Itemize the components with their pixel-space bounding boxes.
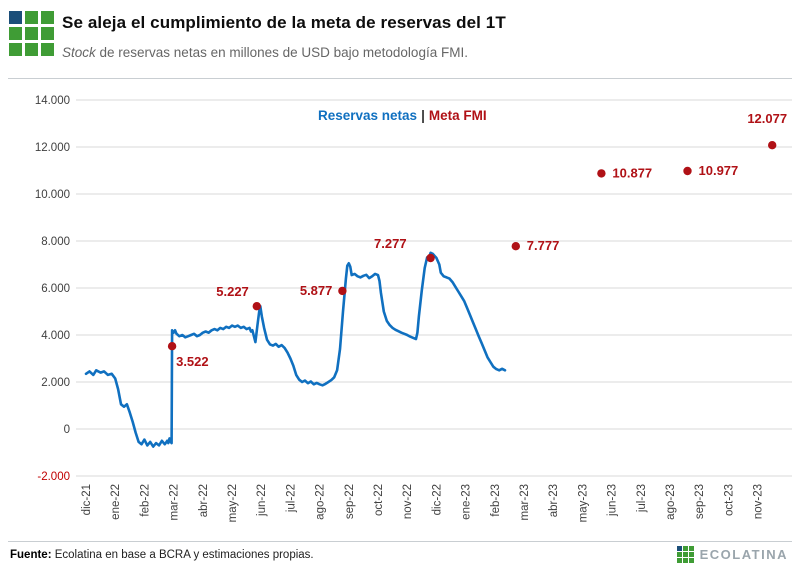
subtitle-italic-word: Stock bbox=[62, 45, 96, 60]
x-axis-label: oct-22 bbox=[373, 484, 385, 516]
logo-cell-green bbox=[41, 27, 54, 40]
legend-meta-fmi: Meta FMI bbox=[428, 108, 487, 123]
meta-fmi-label: 10.877 bbox=[612, 165, 652, 180]
x-axis-label: abr-23 bbox=[548, 484, 560, 517]
header-divider bbox=[8, 78, 792, 79]
x-axis-label: feb-22 bbox=[139, 484, 151, 517]
y-axis-label: 6.000 bbox=[41, 283, 70, 295]
meta-fmi-label: 7.777 bbox=[527, 238, 560, 253]
chart-legend: Reservas netas | Meta FMI bbox=[318, 108, 487, 123]
meta-fmi-dot bbox=[167, 342, 177, 351]
x-axis-label: sep-23 bbox=[694, 484, 706, 519]
y-axis-label: 8.000 bbox=[41, 236, 70, 248]
brand-name: ECOLATINA bbox=[699, 547, 788, 562]
logo-cell-blue bbox=[9, 11, 22, 24]
subtitle-text: de reservas netas en millones de USD baj… bbox=[95, 45, 468, 60]
logo-cell-blue bbox=[676, 546, 682, 551]
chart-area: 14.000 12.000 10.000 8.000 6.000 4.000 2.000 0 -… bbox=[0, 86, 800, 540]
meta-fmi-dot bbox=[597, 169, 606, 178]
x-axis-label: abr-22 bbox=[198, 484, 210, 517]
x-axis-label: jul-22 bbox=[285, 484, 297, 513]
logo-cell-green bbox=[41, 43, 54, 56]
logo-cell-green bbox=[676, 552, 682, 557]
source-label: Fuente: bbox=[10, 549, 52, 561]
logo-cell-green bbox=[688, 552, 694, 557]
source-note: Fuente: Ecolatina en base a BCRA y estim… bbox=[10, 549, 314, 561]
y-axis-label: -2.000 bbox=[37, 471, 70, 483]
meta-fmi-dot bbox=[683, 166, 692, 176]
logo-cell-green bbox=[25, 11, 38, 24]
meta-fmi-dot bbox=[511, 242, 520, 251]
logo-cell-green bbox=[9, 43, 22, 56]
brand-logo: ECOLATINA bbox=[676, 546, 788, 563]
logo-cell-green bbox=[9, 27, 22, 40]
x-axis-label: jun-22 bbox=[256, 484, 268, 517]
x-axis-label: ago-22 bbox=[315, 484, 327, 520]
x-axis-label: ago-23 bbox=[665, 484, 677, 520]
x-axis-label: jun-23 bbox=[607, 484, 619, 517]
meta-fmi-dot bbox=[252, 302, 261, 311]
meta-fmi-label: 5.227 bbox=[216, 284, 249, 299]
x-axis-label: mar-22 bbox=[169, 484, 181, 520]
legend-separator: | bbox=[421, 108, 425, 123]
x-axis-label: nov-22 bbox=[402, 484, 414, 519]
x-axis-label: mar-23 bbox=[519, 484, 531, 520]
x-axis-label: feb-23 bbox=[490, 484, 502, 517]
source-text: Ecolatina en base a BCRA y estimaciones … bbox=[51, 549, 314, 561]
x-axis-label: ene-23 bbox=[461, 484, 473, 520]
ecolatina-logo-icon bbox=[9, 11, 54, 56]
meta-fmi-label: 12.077 bbox=[747, 111, 787, 126]
legend-reservas-netas: Reservas netas bbox=[318, 108, 418, 123]
reserves-line bbox=[84, 251, 507, 448]
y-axis-label: 10.000 bbox=[35, 189, 70, 201]
x-axis-label: oct-23 bbox=[723, 484, 735, 516]
logo-cell-green bbox=[25, 43, 38, 56]
x-axis-label: ene-22 bbox=[110, 484, 122, 520]
meta-fmi-dot bbox=[768, 141, 777, 150]
meta-fmi-label: 3.522 bbox=[176, 354, 209, 369]
reserves-chart: 14.000 12.000 10.000 8.000 6.000 4.000 2.000 0 -… bbox=[35, 95, 792, 522]
x-axis-label: nov-23 bbox=[753, 484, 765, 519]
logo-cell-green bbox=[682, 558, 688, 563]
logo-cell-green bbox=[688, 558, 694, 563]
y-axis-label: 12.000 bbox=[35, 142, 70, 154]
logo-cell-green bbox=[688, 546, 694, 551]
meta-fmi-dot bbox=[338, 286, 347, 296]
meta-fmi-dot bbox=[426, 253, 435, 263]
logo-cell-green bbox=[676, 558, 682, 563]
x-axis-label: sep-22 bbox=[344, 484, 356, 519]
footer-divider bbox=[8, 541, 792, 542]
x-axis-label: may-23 bbox=[577, 484, 589, 522]
y-axis-label: 4.000 bbox=[41, 330, 70, 342]
y-axis-label: 14.000 bbox=[35, 95, 70, 107]
logo-cell-green bbox=[25, 27, 38, 40]
logo-cell-green bbox=[41, 11, 54, 24]
x-axis-label: dic-21 bbox=[81, 484, 93, 515]
x-axis-label: jul-23 bbox=[636, 484, 648, 513]
page-title: Se aleja el cumplimiento de la meta de r… bbox=[62, 13, 506, 32]
meta-fmi-label: 7.277 bbox=[374, 236, 407, 251]
page-subtitle: Stock de reservas netas en millones de U… bbox=[62, 45, 468, 60]
meta-fmi-label: 10.977 bbox=[699, 163, 739, 178]
logo-cell-green bbox=[682, 552, 688, 557]
meta-fmi-label: 5.877 bbox=[300, 283, 333, 298]
x-axis-label: dic-22 bbox=[431, 484, 443, 515]
x-axis-label: may-22 bbox=[227, 484, 239, 522]
logo-cell-green bbox=[682, 546, 688, 551]
y-axis-label: 2.000 bbox=[41, 377, 70, 389]
brand-grid-icon bbox=[676, 546, 694, 563]
y-axis-label: 0 bbox=[64, 424, 70, 436]
